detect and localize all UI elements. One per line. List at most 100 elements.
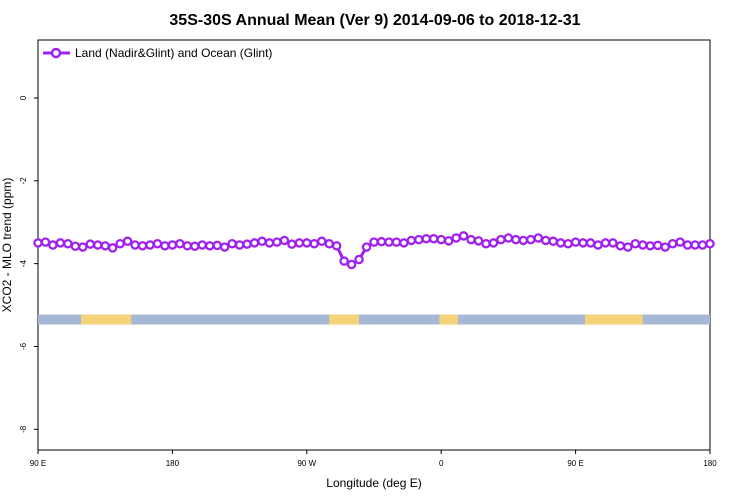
land-segment [329,314,360,325]
data-point [414,234,424,245]
data-point [428,234,439,244]
data-point [630,239,641,249]
data-point [130,240,140,250]
data-point [638,240,648,250]
data-point [496,234,506,245]
ocean-band [38,314,710,325]
data-point [458,231,469,241]
data-point [242,239,252,249]
data-point [384,237,394,247]
data-point [705,239,715,249]
x-tick-label: 180 [703,459,717,468]
data-point [563,239,573,249]
data-point [361,242,372,252]
land-segment [439,314,458,325]
data-point [503,233,514,243]
data-point [257,236,267,247]
data-point [279,235,290,246]
surface-strip [38,314,710,325]
data-point [369,237,379,247]
data-point [645,241,656,251]
y-tick-label: -6 [19,342,28,350]
data-point [249,238,260,248]
data-point [667,239,678,249]
data-point [697,240,708,250]
y-tick-label: -8 [19,425,28,433]
data-point [451,233,461,243]
data-point [48,240,58,250]
data-point [481,239,491,249]
data-point [585,238,596,248]
data-point [160,241,170,251]
data-point [354,254,364,265]
data-point [152,239,163,249]
data-point [197,240,208,250]
data-point [212,240,222,251]
data-point [85,239,96,249]
data-point [40,237,51,247]
x-tick-label: 0 [439,459,444,468]
y-tick-label: -4 [19,260,28,268]
data-point [473,236,484,246]
data-point [608,238,618,248]
data-point [548,236,558,247]
land-segment [584,314,643,325]
legend-marker [50,47,62,59]
data-point [175,239,185,249]
x-axis: 90 E 180 90 W 0 90 E 180 [30,450,717,468]
data-point [324,239,334,249]
data-point [690,240,700,250]
y-axis-label: XCO2 - MLO trend (ppm) [0,178,14,313]
data-point [540,235,551,246]
data-point [533,233,544,243]
data-point [466,234,476,245]
data-point [272,237,282,247]
data-point [167,240,178,250]
data-point [346,259,357,270]
data-point [264,238,275,248]
data-point [100,241,110,251]
land-segment [80,314,132,325]
data-point [294,238,305,248]
data-point [682,240,693,250]
data-point [70,241,81,251]
data-point [115,239,125,249]
data-point [122,236,133,247]
data-point [399,238,409,248]
data-point [376,236,387,247]
y-axis: 0 -2 -4 -6 -8 [19,95,38,433]
x-tick-label: 90 E [30,459,46,468]
data-point [615,241,626,251]
y-tick-label: 0 [19,95,28,100]
data-point [78,242,88,252]
data-point [339,256,349,266]
data-point [309,239,320,249]
x-tick-label: 180 [166,459,180,468]
data-point [406,235,417,246]
data-point [488,238,499,248]
data-point [234,240,245,250]
data-point [526,234,536,245]
x-tick-label: 90 W [297,459,316,468]
data-point [652,240,663,251]
data-point [219,242,230,252]
x-axis-label: Longitude (deg E) [326,476,421,490]
data-point [331,241,342,251]
data-point [182,241,193,251]
data-point [227,239,237,249]
data-point [145,240,155,250]
series-group [33,231,715,270]
data-point [623,242,633,252]
data-point [518,235,529,246]
data-point [600,238,611,248]
data-point [555,238,566,248]
data-point [660,242,670,252]
data-point [137,241,148,251]
legend-label: Land (Nadir&Glint) and Ocean (Glint) [75,46,272,60]
data-point [675,237,685,247]
data-point [391,237,402,247]
chart-title: 35S-30S Annual Mean (Ver 9) 2014-09-06 t… [169,12,580,29]
data-point [92,240,103,250]
legend: Land (Nadir&Glint) and Ocean (Glint) [43,46,272,60]
